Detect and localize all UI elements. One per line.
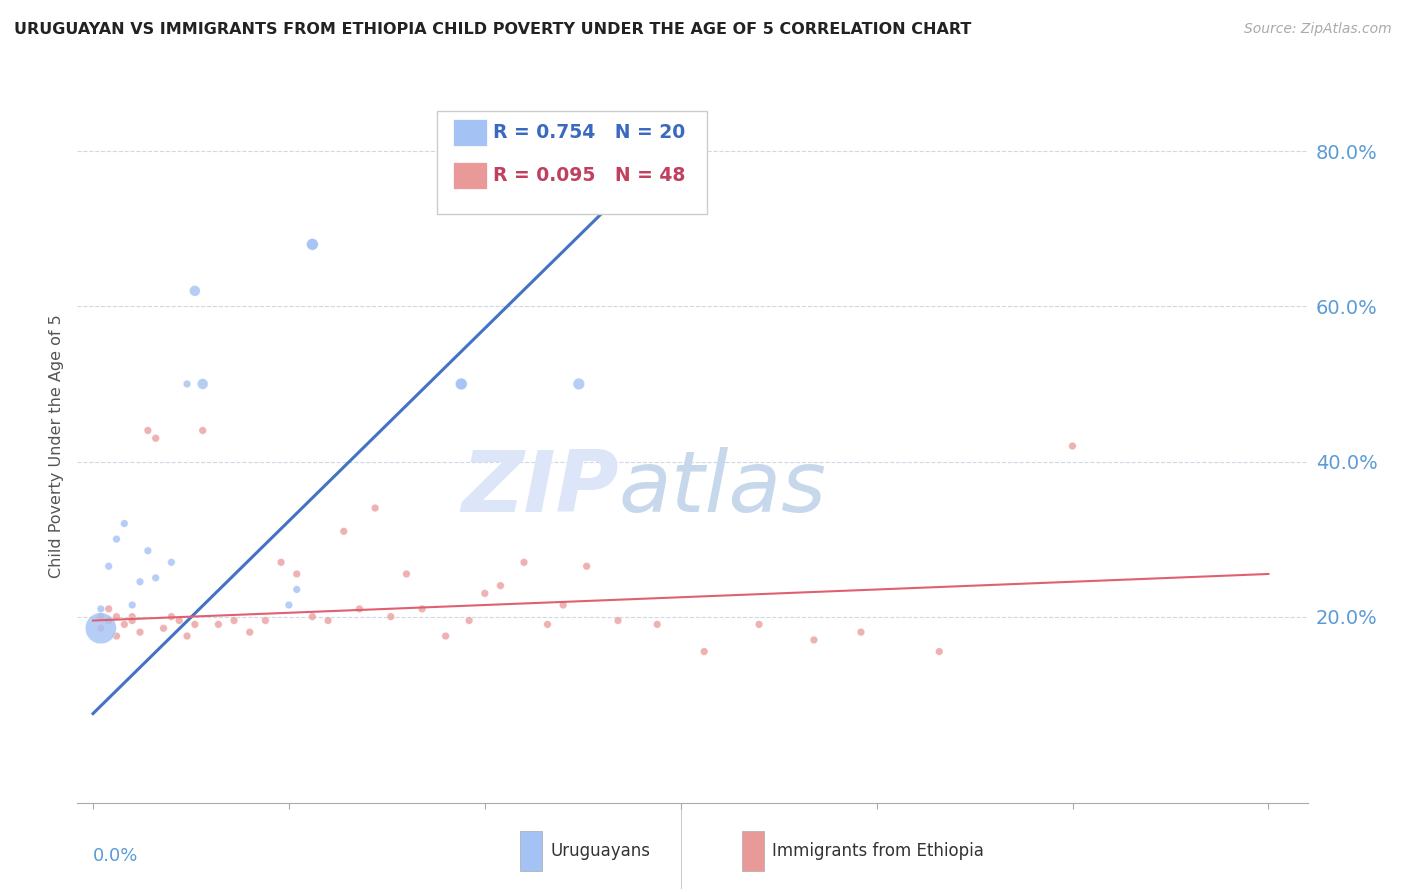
Point (90, 602, 112, 616)
Point (121, 598, 143, 612)
Point (145, 431, 167, 445)
Point (105, 609, 128, 624)
Point (239, 625, 262, 640)
Point (575, 559, 598, 574)
Point (222, 614, 245, 628)
Point (184, 284, 207, 298)
Point (380, 609, 402, 624)
FancyBboxPatch shape (453, 120, 486, 146)
Point (136, 424, 159, 438)
Text: ZIP: ZIP (461, 447, 619, 531)
Point (553, 598, 575, 612)
Point (97, 614, 120, 628)
FancyBboxPatch shape (520, 831, 543, 871)
Point (254, 614, 277, 628)
Point (364, 501, 387, 516)
Point (332, 524, 354, 539)
Text: 0.0%: 0.0% (93, 847, 138, 865)
Point (301, 609, 323, 624)
FancyBboxPatch shape (453, 162, 486, 189)
Text: R = 0.095   N = 48: R = 0.095 N = 48 (494, 166, 686, 185)
Point (90, 621, 112, 635)
Text: Uruguayans: Uruguayans (551, 842, 651, 860)
Point (184, 617, 207, 632)
Point (411, 602, 433, 616)
Point (434, 629, 457, 643)
Point (316, 614, 339, 628)
FancyBboxPatch shape (742, 831, 763, 871)
Point (191, 424, 214, 438)
Point (450, 376, 472, 391)
Point (803, 632, 825, 647)
Point (121, 614, 143, 628)
Point (160, 555, 183, 569)
Point (568, 376, 591, 391)
Text: R = 0.754   N = 20: R = 0.754 N = 20 (494, 123, 685, 142)
Point (160, 609, 183, 624)
Point (513, 555, 536, 569)
Point (176, 376, 198, 391)
Point (112, 617, 135, 632)
Point (849, 625, 872, 640)
Point (207, 617, 229, 632)
Point (90, 609, 112, 624)
Point (301, 237, 323, 252)
FancyBboxPatch shape (437, 111, 707, 214)
Point (152, 621, 174, 635)
Point (395, 566, 418, 581)
Point (105, 629, 128, 643)
Point (129, 574, 152, 589)
Point (121, 609, 143, 624)
Text: URUGUAYAN VS IMMIGRANTS FROM ETHIOPIA CHILD POVERTY UNDER THE AGE OF 5 CORRELATI: URUGUAYAN VS IMMIGRANTS FROM ETHIOPIA CH… (14, 22, 972, 37)
Point (97, 559, 120, 574)
Point (112, 516, 135, 531)
Point (645, 617, 668, 632)
Point (129, 625, 152, 640)
Point (97, 602, 120, 616)
Point (693, 644, 716, 658)
Point (458, 614, 481, 628)
Point (105, 532, 128, 546)
Point (450, 376, 472, 391)
Point (928, 644, 950, 658)
Point (136, 543, 159, 558)
Text: atlas: atlas (619, 447, 827, 531)
Point (349, 602, 371, 616)
Point (191, 376, 214, 391)
Point (167, 614, 190, 628)
Point (270, 555, 292, 569)
Point (607, 614, 630, 628)
Point (1062, 439, 1084, 453)
Text: Source: ZipAtlas.com: Source: ZipAtlas.com (1244, 22, 1392, 37)
Point (90, 621, 112, 635)
Point (285, 566, 308, 581)
Point (748, 617, 770, 632)
Point (176, 629, 198, 643)
Y-axis label: Child Poverty Under the Age of 5: Child Poverty Under the Age of 5 (49, 314, 65, 578)
Point (285, 582, 308, 597)
Text: Immigrants from Ethiopia: Immigrants from Ethiopia (772, 842, 984, 860)
Point (301, 237, 323, 252)
Point (489, 579, 512, 593)
Point (145, 571, 167, 585)
Point (536, 617, 558, 632)
Point (277, 598, 299, 612)
Point (474, 586, 496, 600)
